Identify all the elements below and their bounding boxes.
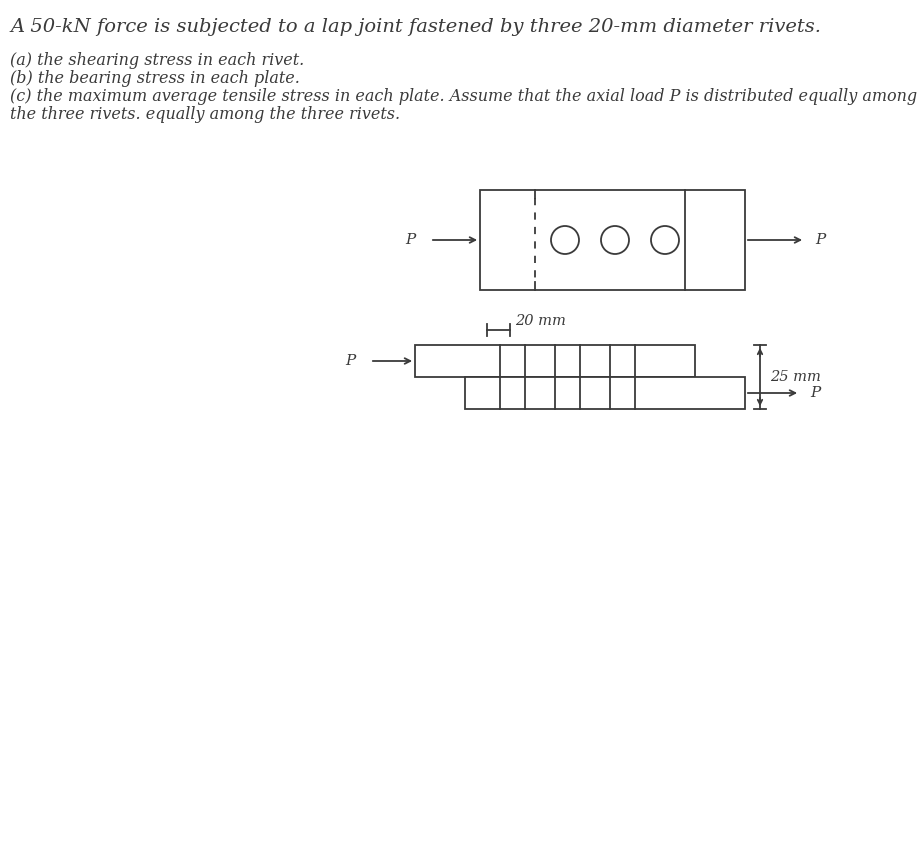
Text: the three rivets. equally among the three rivets.: the three rivets. equally among the thre… (10, 106, 400, 123)
Bar (465, 377, 745, 409)
Text: P: P (345, 354, 355, 368)
Text: 20 mm: 20 mm (515, 314, 565, 328)
Text: P: P (405, 233, 415, 247)
Text: 25 mm: 25 mm (770, 370, 821, 384)
Text: (a) the shearing stress in each rivet.: (a) the shearing stress in each rivet. (10, 52, 304, 69)
Text: (b) the bearing stress in each plate.: (b) the bearing stress in each plate. (10, 70, 300, 87)
Bar (415, 345, 695, 377)
Bar (480, 190, 745, 290)
Text: (c) the maximum average tensile stress in each plate. Assume that the axial load: (c) the maximum average tensile stress i… (10, 88, 917, 105)
Text: P: P (810, 386, 821, 400)
Text: P: P (815, 233, 825, 247)
Text: A 50-kN force is subjected to a lap joint fastened by three 20-mm diameter rivet: A 50-kN force is subjected to a lap join… (10, 18, 821, 36)
